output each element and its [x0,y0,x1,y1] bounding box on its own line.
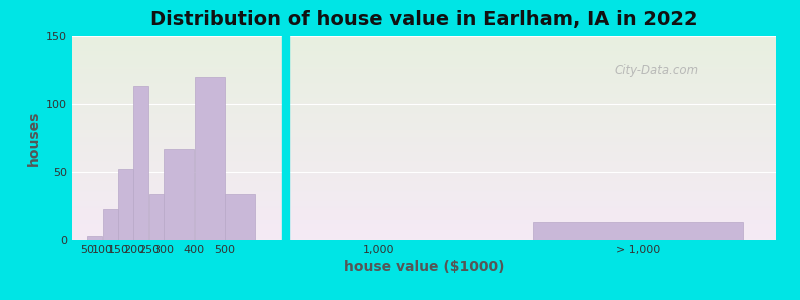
Bar [149,194,164,240]
Title: Distribution of house value in Earlham, IA in 2022: Distribution of house value in Earlham, … [150,10,698,29]
Bar [164,149,194,240]
Y-axis label: houses: houses [26,110,41,166]
Bar [134,86,148,240]
Text: City-Data.com: City-Data.com [614,64,698,77]
Bar [87,236,102,240]
Bar [226,194,255,240]
Bar [194,77,225,240]
Bar [118,169,133,240]
Bar [534,222,743,240]
Bar [102,209,118,240]
X-axis label: house value ($1000): house value ($1000) [344,260,504,274]
